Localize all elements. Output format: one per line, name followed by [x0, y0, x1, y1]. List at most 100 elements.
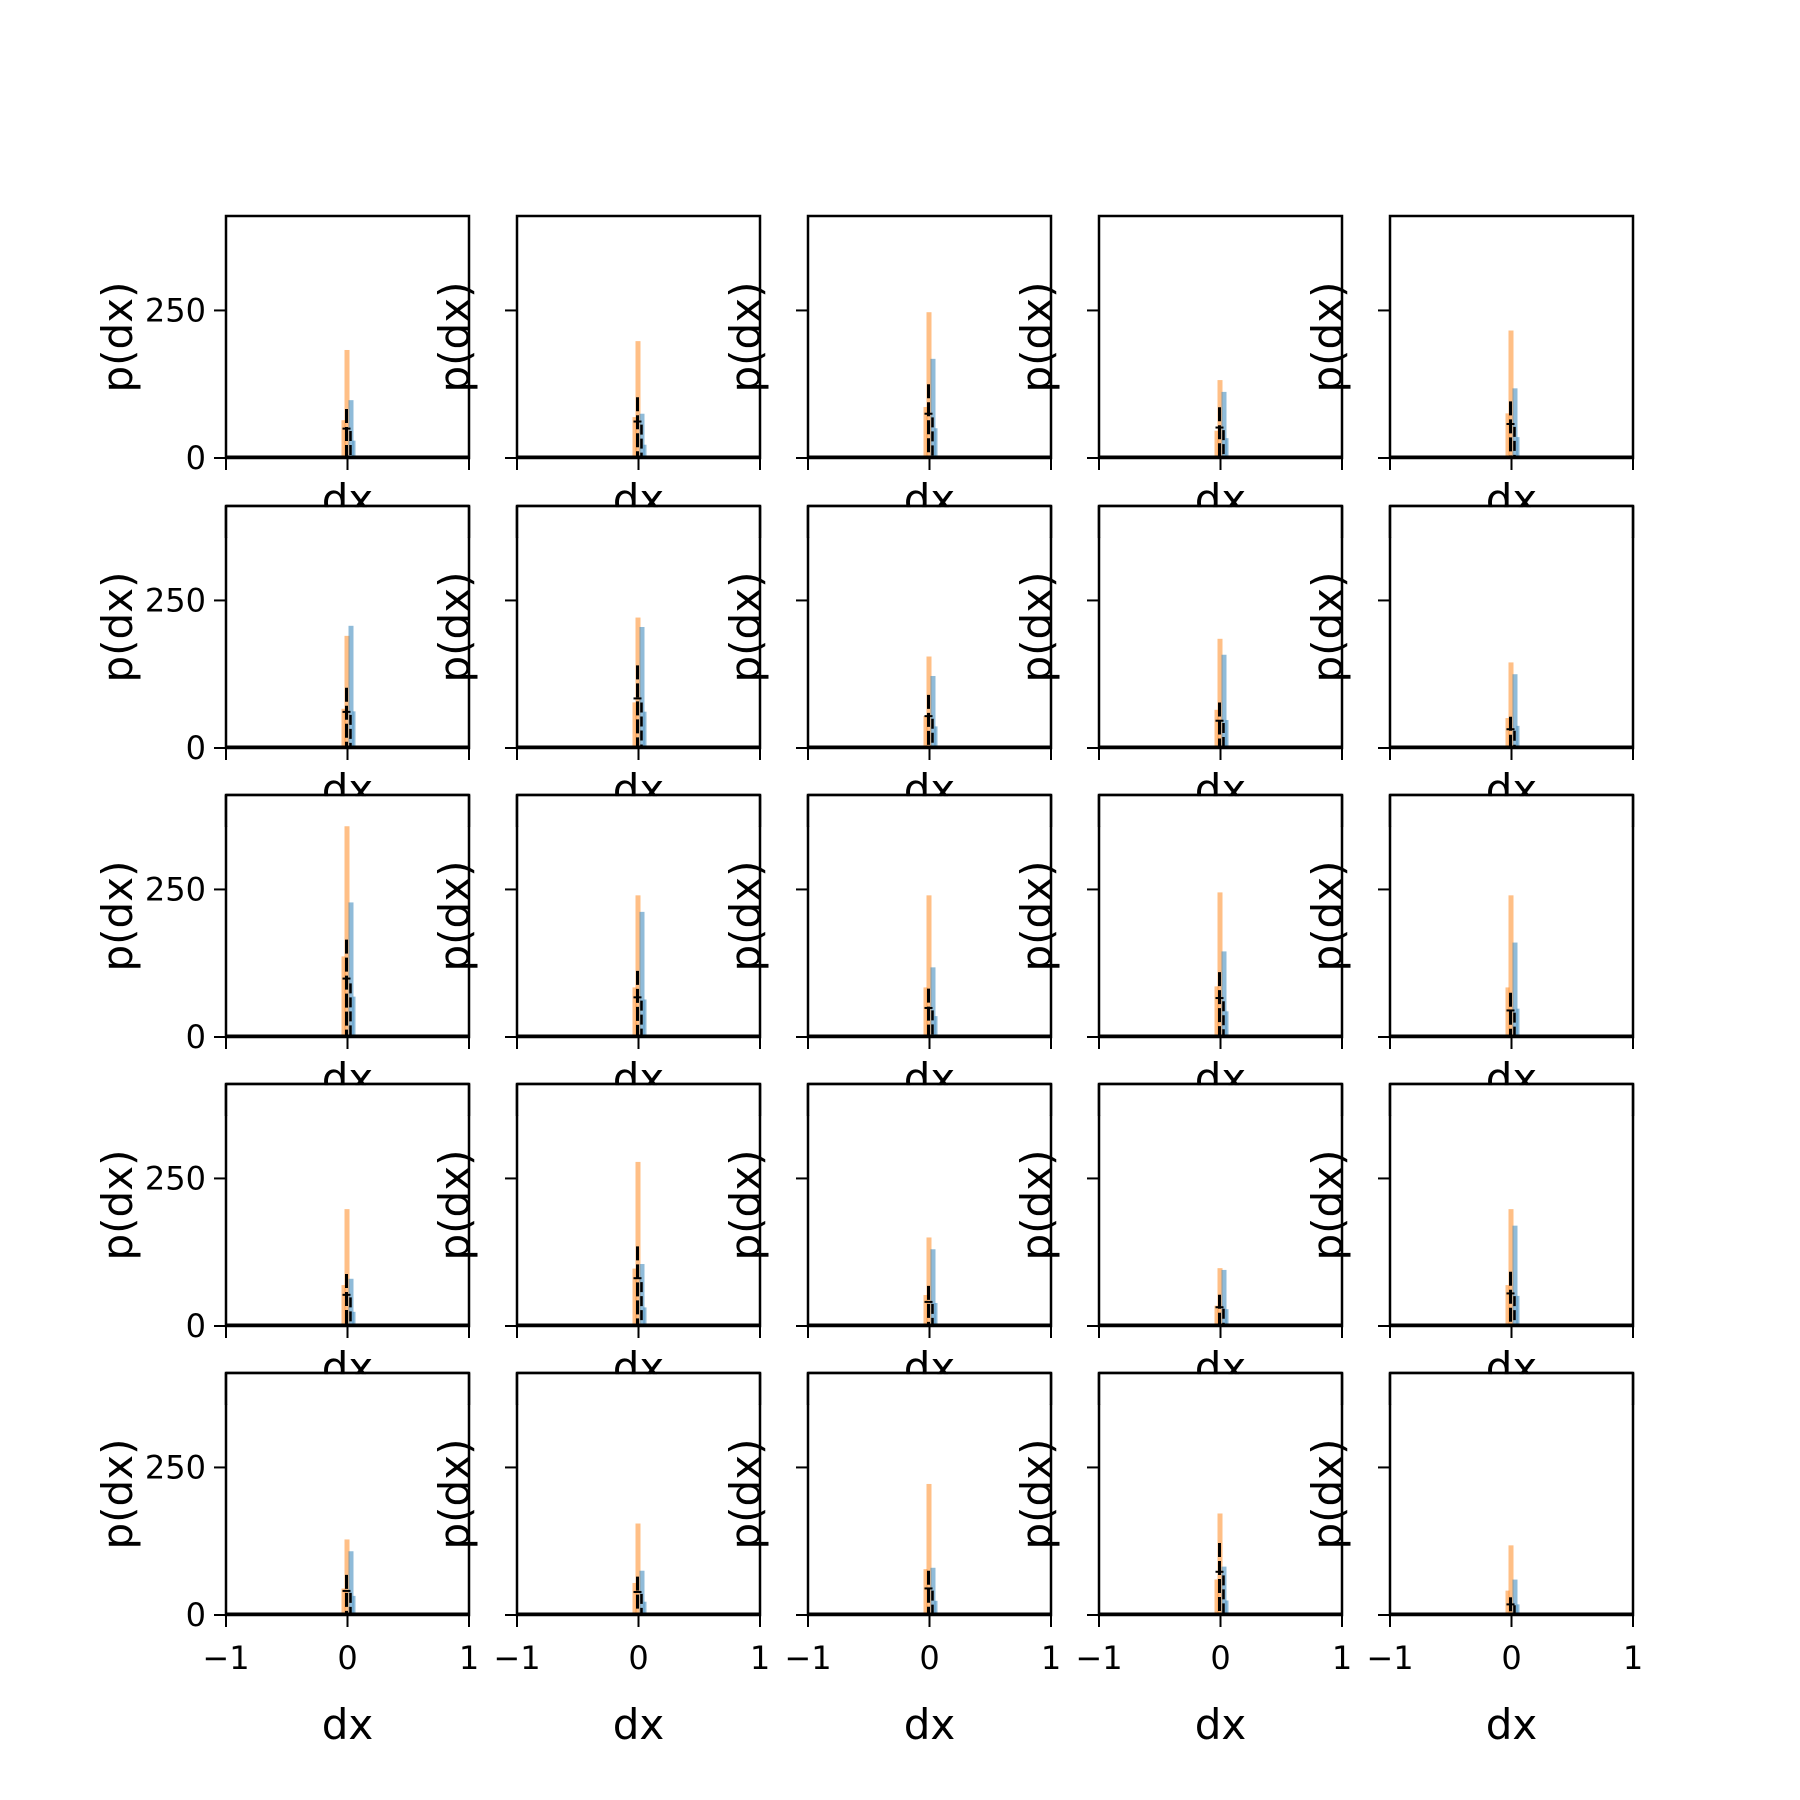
- bar-series-b: [1512, 1579, 1518, 1615]
- bar-series-b: [930, 967, 936, 1037]
- axes-background-top: [809, 1085, 1050, 1116]
- y-axis-label: p(dx): [430, 1150, 479, 1261]
- x-axis-label: dx: [613, 1700, 665, 1749]
- axes-background-top: [1391, 796, 1632, 827]
- y-axis-label: p(dx): [1012, 282, 1061, 393]
- y-axis-label: p(dx): [721, 282, 770, 393]
- bar-series-a: [1508, 330, 1514, 458]
- bar-series-b: [348, 400, 354, 458]
- subplot-r5-c5: −1 0 1 dx p(dx): [1303, 1371, 1643, 1749]
- y-axis-label: p(dx): [1012, 572, 1061, 683]
- x-tick-label: 0: [337, 1639, 357, 1677]
- y-tick-label: 0: [186, 439, 206, 477]
- axes-background-top: [1391, 1085, 1632, 1116]
- bar-series-a: [926, 895, 932, 1037]
- x-axis-label: dx: [1486, 1700, 1538, 1749]
- bar-series-a: [1505, 718, 1510, 748]
- bar-series-b: [1516, 437, 1520, 458]
- y-axis-label: p(dx): [1012, 861, 1061, 972]
- x-tick-label: −1: [202, 1639, 249, 1677]
- bar-series-b: [643, 444, 647, 458]
- bar-series-b: [643, 999, 647, 1037]
- bar-series-a: [1214, 986, 1219, 1037]
- x-tick-label: 0: [919, 1639, 939, 1677]
- bar-series-a: [632, 1582, 637, 1615]
- bar-series-b: [352, 1311, 356, 1326]
- subplot-r4-c5: dxp(dx): [1303, 1082, 1635, 1392]
- bar-series-a: [632, 702, 637, 748]
- y-axis-label: p(dx): [430, 282, 479, 393]
- bar-series-b: [352, 996, 356, 1037]
- bar-series-a: [344, 1209, 350, 1326]
- y-tick-label: 250: [145, 1448, 206, 1486]
- bar-series-a: [1505, 987, 1510, 1037]
- bar-series-b: [1512, 674, 1518, 748]
- subplot-r4-c4: dxp(dx): [1012, 1082, 1344, 1392]
- x-axis-label: dx: [322, 1700, 374, 1749]
- x-axis-label: dx: [904, 1700, 956, 1749]
- bar-series-a: [1505, 413, 1510, 458]
- bar-series-a: [632, 987, 637, 1037]
- bar-series-b: [1512, 942, 1518, 1037]
- y-tick-label: 250: [145, 870, 206, 908]
- bar-series-b: [1516, 725, 1520, 748]
- bar-series-a: [635, 895, 641, 1037]
- bar-series-b: [643, 1601, 647, 1615]
- bar-series-a: [1508, 895, 1514, 1037]
- y-axis-label: p(dx): [1303, 1439, 1352, 1550]
- bar-series-a: [1214, 709, 1219, 748]
- axes-background-top: [1100, 507, 1341, 538]
- subplot-r5-c4: −1 0 1 dx p(dx): [1012, 1371, 1352, 1749]
- bar-series-a: [1505, 1285, 1510, 1326]
- bar-series-b: [643, 711, 647, 748]
- bar-series-b: [1225, 438, 1229, 458]
- bar-series-a: [632, 417, 637, 458]
- y-axis-label: p(dx): [430, 572, 479, 683]
- bar-series-b: [930, 675, 936, 748]
- subplot-r4-c2: dxp(dx): [430, 1082, 762, 1392]
- bar-series-a: [635, 1161, 641, 1326]
- bar-series-b: [639, 413, 645, 458]
- bar-series-a: [341, 708, 346, 748]
- subplot-r1-c5: dxp(dx): [1303, 214, 1635, 524]
- bar-series-a: [1508, 662, 1514, 748]
- bar-series-b: [1225, 720, 1229, 748]
- x-tick-label: −1: [493, 1639, 540, 1677]
- subplot-r4-c3: dxp(dx): [721, 1082, 1053, 1392]
- bar-series-a: [344, 806, 350, 1037]
- y-axis-label: p(dx): [721, 1439, 770, 1550]
- y-tick-label: 0: [186, 1596, 206, 1634]
- bar-series-a: [926, 1237, 932, 1326]
- bar-series-b: [352, 1595, 356, 1615]
- x-tick-label: −1: [784, 1639, 831, 1677]
- bar-series-b: [348, 1551, 354, 1615]
- bar-series-b: [1512, 388, 1518, 458]
- bar-series-b: [934, 1302, 938, 1326]
- bar-series-b: [348, 902, 354, 1037]
- axes-background-top: [227, 796, 468, 827]
- subplot-r1-c4: dxp(dx): [1012, 214, 1344, 524]
- y-axis-label: p(dx): [93, 1439, 142, 1550]
- bar-series-a: [1214, 1305, 1219, 1326]
- y-axis-label: p(dx): [93, 1150, 142, 1261]
- x-tick-label: 1: [1332, 1639, 1352, 1677]
- bar-series-b: [930, 1249, 936, 1326]
- bar-series-a: [344, 349, 350, 458]
- y-axis-label: p(dx): [1012, 1150, 1061, 1261]
- subplot-r5-c2: −1 0 1 dx p(dx): [430, 1371, 770, 1749]
- bar-series-b: [934, 1600, 938, 1615]
- bar-series-a: [1508, 1209, 1514, 1326]
- subplot-r2-c3: dxp(dx): [721, 504, 1053, 814]
- subplot-r3-c3: dxp(dx): [721, 793, 1053, 1103]
- bar-series-b: [930, 358, 936, 458]
- bar-series-b: [1516, 1295, 1520, 1326]
- y-axis-label: p(dx): [93, 282, 142, 393]
- axes-background-top: [1100, 796, 1341, 827]
- y-axis-label: p(dx): [721, 1150, 770, 1261]
- subplot-r5-c3: −1 0 1 dx p(dx): [721, 1371, 1061, 1749]
- axes-background-top: [809, 796, 1050, 827]
- bar-series-a: [926, 1483, 932, 1615]
